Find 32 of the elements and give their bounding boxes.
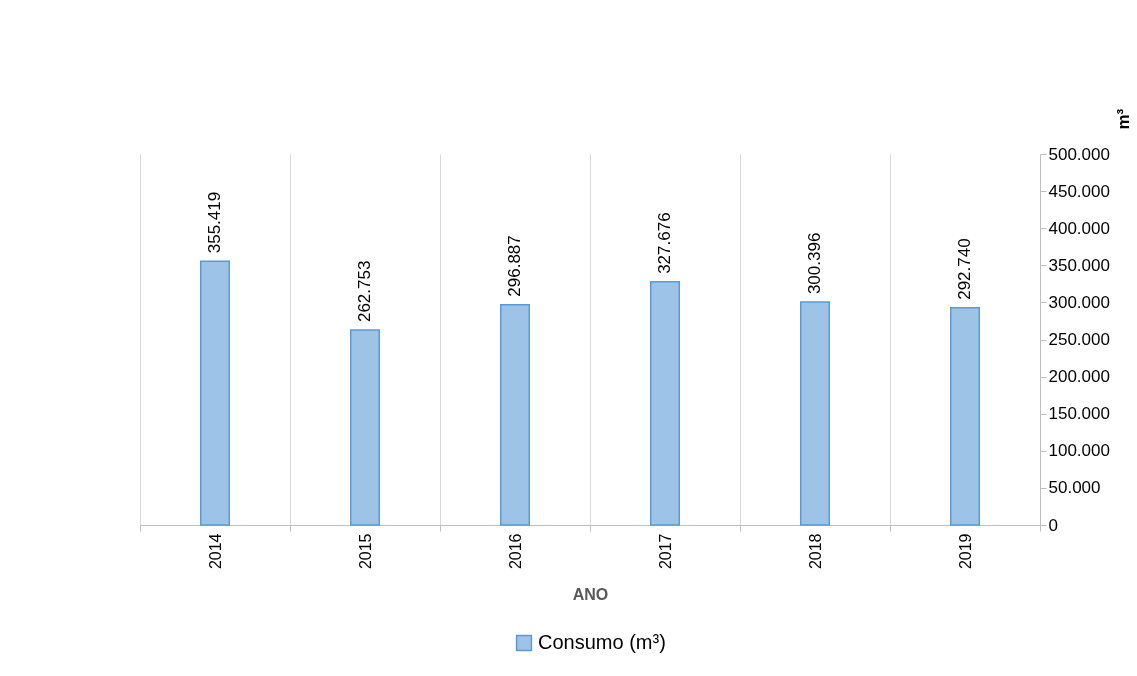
y-tick-label: 500.000 [1048,144,1110,164]
y-tick-label: 100.000 [1048,441,1110,461]
x-tick-label: 2017 [656,533,674,570]
bar [500,303,530,526]
data-label: 262.753 [355,260,374,323]
bar [650,281,680,526]
y-tick-label: 350.000 [1048,255,1110,275]
data-label: 292.740 [955,238,974,300]
x-tick-label: 2015 [356,533,374,570]
x-tick-label: 2016 [506,533,524,570]
bar [350,329,380,526]
bar [950,307,980,526]
bar [200,260,230,526]
y-tick-label: 0 [1048,515,1058,535]
x-tick-label: 2019 [956,533,974,570]
legend-label: Consumo (m³) [538,631,666,653]
y-tick-label: 200.000 [1048,367,1110,387]
data-label: 300.396 [805,232,824,295]
data-label: 327.676 [655,212,674,274]
data-label: 296.887 [505,235,524,297]
y-axis-title: m³ [1113,108,1133,130]
x-axis-title: ANO [572,586,609,604]
y-tick-label: 400.000 [1048,218,1110,238]
x-tick-label: 2014 [206,533,224,570]
y-tick-label: 50.000 [1048,478,1101,498]
data-label: 355.419 [205,191,224,254]
y-tick-label: 300.000 [1048,292,1110,312]
y-tick-label: 250.000 [1048,330,1110,349]
bar [800,301,830,526]
x-tick-label: 2018 [806,533,824,570]
y-tick-label: 150.000 [1048,404,1110,424]
y-tick-label: 450.000 [1048,181,1110,201]
